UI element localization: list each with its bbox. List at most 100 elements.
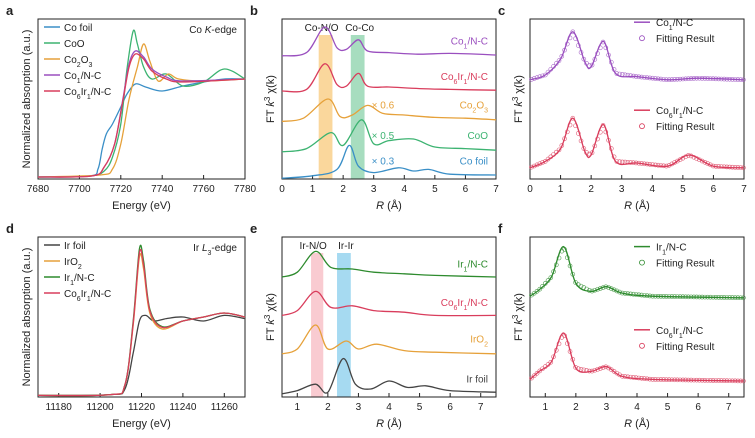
- axis-label-part: R: [624, 418, 632, 430]
- x-tick-label: 6: [447, 402, 453, 413]
- fit-point: [603, 364, 609, 370]
- label-part: 1: [679, 113, 683, 120]
- x-tick-label: 11240: [169, 402, 197, 413]
- fit-point: [672, 77, 677, 82]
- band-label: Ir-N/O: [300, 241, 327, 252]
- fit-point: [534, 162, 540, 168]
- fit-point: [578, 138, 584, 144]
- x-tick-label: 2: [588, 184, 594, 195]
- fit-point: [573, 280, 578, 285]
- x-tick-label: 3: [604, 402, 610, 413]
- label-part: Co: [64, 55, 77, 66]
- fit-point: [639, 74, 644, 80]
- series-line: [281, 26, 497, 57]
- axis-label-part: k: [513, 319, 525, 325]
- fit-point: [631, 375, 636, 380]
- fit-point: [628, 374, 633, 380]
- fit-point: [697, 294, 702, 300]
- fit-point: [589, 62, 595, 68]
- label-part: /N-C: [683, 106, 704, 117]
- fit-point: [688, 76, 694, 81]
- x-tick-label: 7700: [68, 184, 91, 195]
- fit-point: [697, 157, 702, 163]
- label-part: Co: [656, 326, 669, 337]
- fit-point: [708, 378, 713, 383]
- series-line: [529, 332, 745, 382]
- fit-point: [655, 162, 661, 168]
- fit-points: [529, 29, 746, 83]
- fit-point: [642, 75, 647, 80]
- fit-point: [636, 160, 642, 166]
- fit-point: [644, 75, 650, 80]
- fit-point: [600, 365, 606, 370]
- fit-point: [738, 77, 743, 82]
- fit-point: [694, 156, 699, 161]
- fit-point: [622, 291, 628, 296]
- fit-point: [664, 294, 669, 299]
- fit-point: [699, 158, 705, 164]
- panel-d: 11180 11200 11220 11240 11260 Energy (eV) Norm…: [6, 221, 246, 430]
- panel-letter: e: [250, 221, 257, 236]
- fit-point: [617, 289, 622, 295]
- label-part: 6: [454, 304, 458, 311]
- fit-point: [658, 163, 664, 168]
- x-tick-label: 3: [356, 402, 362, 413]
- axis-label-part: χ(k): [265, 293, 277, 315]
- legend-marker: [639, 123, 645, 130]
- label-part: /N-C: [673, 18, 694, 29]
- x-tick-label: 6: [463, 184, 469, 195]
- fit-point: [741, 77, 746, 83]
- label-part: 2: [484, 341, 488, 348]
- label-part: Ir foil: [64, 241, 86, 252]
- fit-point: [578, 366, 584, 372]
- y-axis-label: FT k3 χ(k): [263, 293, 278, 341]
- label-part: 1: [464, 304, 468, 311]
- fit-point: [688, 377, 694, 383]
- fit-point: [576, 282, 581, 287]
- fit-point: [735, 77, 741, 82]
- series-line: [37, 53, 246, 178]
- x-tick-label: 4: [650, 184, 656, 195]
- fit-point: [694, 75, 699, 81]
- fit-point: [669, 161, 675, 167]
- fit-point: [732, 378, 738, 384]
- fit-point: [699, 76, 705, 81]
- fit-point: [562, 136, 567, 142]
- fit-point: [655, 377, 661, 382]
- fit-point: [542, 159, 548, 164]
- fit-point: [680, 294, 686, 300]
- fit-point: [686, 76, 691, 82]
- fit-point: [705, 378, 710, 383]
- fit-point: [727, 378, 732, 384]
- fit-point: [702, 378, 708, 383]
- panel-e: Ir-N/O Ir-Ir1 2 3 4 5 6 7R (Å)FT k3 χ(k)eIr1/N-…: [250, 221, 497, 430]
- fit-point: [650, 377, 655, 382]
- x-tick-label: 6: [711, 184, 717, 195]
- y-axis-label: Normalized absorption (a.u.): [21, 248, 33, 387]
- fit-point: [540, 73, 545, 79]
- fit-point: [705, 76, 710, 81]
- fit-point: [683, 76, 688, 82]
- axes-frame: [529, 18, 745, 180]
- fit-point: [694, 294, 699, 300]
- fit-point: [732, 165, 738, 170]
- fit-point: [562, 333, 567, 338]
- axis-label-part: FT: [513, 107, 525, 123]
- fit-point: [603, 129, 609, 135]
- label-part: Ir: [656, 243, 663, 254]
- fit-point: [587, 288, 592, 293]
- label-part: Ir: [457, 72, 464, 83]
- fit-point: [633, 160, 639, 166]
- label-part: IrO: [64, 257, 78, 268]
- series-line: [37, 248, 246, 397]
- x-tick-label: 3: [619, 184, 625, 195]
- x-tick-label: 2: [573, 402, 579, 413]
- fit-point: [730, 295, 735, 300]
- fit-point: [705, 294, 710, 300]
- series-line: [37, 50, 246, 178]
- fit-point: [611, 154, 617, 160]
- fit-point: [529, 375, 534, 381]
- axis-label-part: 3: [263, 96, 272, 101]
